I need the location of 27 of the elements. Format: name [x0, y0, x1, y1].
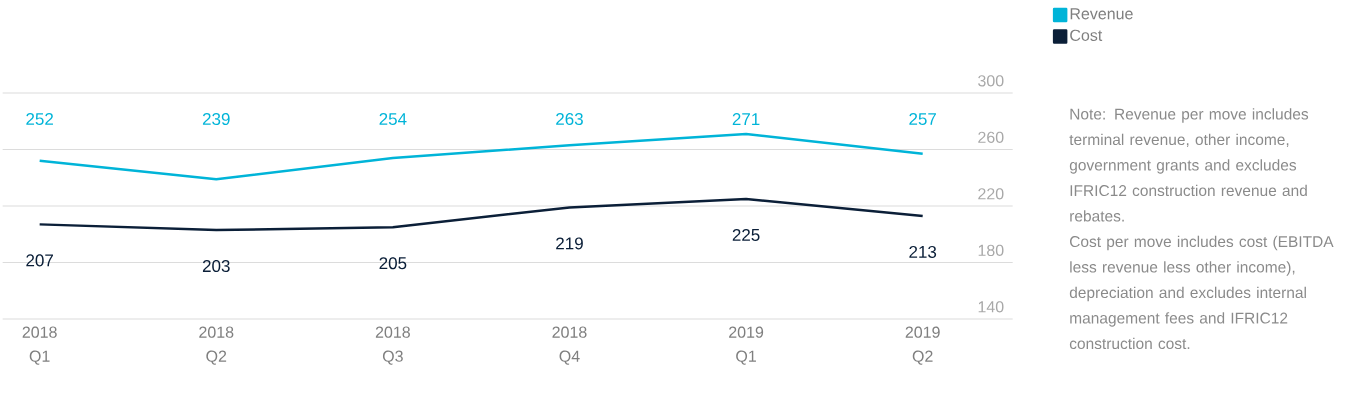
x-tick-label: 2018 Q3 [375, 326, 410, 365]
text: Note: Revenue per move includes terminal revenue, other income, government grants and excludes IFRIC12 construction revenue and rebates. [1069, 108, 1309, 222]
data-label: 207 [26, 254, 53, 267]
legend-label: Revenue [1070, 8, 1133, 20]
y-tick-label: 180 [978, 244, 1004, 256]
data-label: 239 [202, 112, 230, 126]
x-tick-label: 2019 Q1 [729, 326, 764, 365]
data-label: 271 [732, 113, 760, 125]
legend-label: Cost [1070, 29, 1103, 41]
x-tick-label: 2019 Q2 [905, 326, 940, 365]
x-tick-label: 2018 Q4 [552, 326, 587, 365]
data-label: 252 [26, 112, 53, 126]
data-label: 203 [202, 260, 230, 273]
y-tick-label: 140 [978, 301, 1004, 313]
data-label: 257 [909, 112, 936, 126]
data-label: 219 [556, 237, 583, 250]
y-tick-label: 260 [978, 131, 1004, 143]
y-tick-label: 220 [978, 188, 1004, 200]
text: Cost per move includes cost (EBITDA less revenue less other income), depreciation and excludes internal management fees and IFRIC12 construction cost. [1069, 235, 1334, 350]
data-label: 254 [379, 112, 407, 126]
y-tick-label: 300 [978, 75, 1004, 87]
data-label: 263 [556, 112, 583, 126]
data-label: 225 [732, 228, 760, 241]
x-tick-label: 2018 Q1 [22, 326, 57, 365]
data-label: 213 [909, 245, 937, 258]
x-tick-label: 2018 Q2 [199, 326, 234, 365]
data-label: 205 [379, 257, 407, 270]
